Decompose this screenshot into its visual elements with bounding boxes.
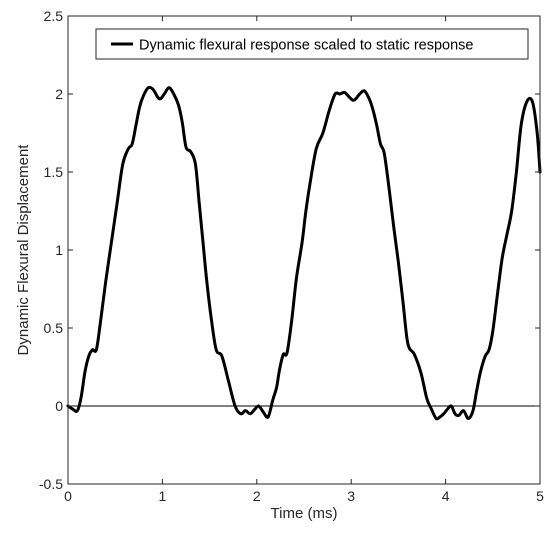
legend: Dynamic flexural response scaled to stat…: [95, 28, 529, 60]
legend-label: Dynamic flexural response scaled to stat…: [139, 38, 473, 54]
x-axis-title: Time (ms): [271, 505, 338, 522]
x-tick-label: 5: [536, 488, 544, 504]
axes-layer: 0 1 2 3 4 5-0.500.511.522.5: [39, 8, 544, 504]
x-tick-label: 3: [347, 488, 355, 504]
y-tick-label: 2: [55, 86, 63, 102]
y-tick-label: -0.5: [39, 476, 63, 492]
y-tick-label: 0.5: [44, 320, 64, 336]
y-axis-title: Dynamic Flexural Displacement: [15, 144, 32, 356]
y-tick-label: 1.5: [44, 164, 64, 180]
x-tick-label: 4: [442, 488, 450, 504]
x-tick-label: 1: [159, 488, 167, 504]
plot-layer: [66, 85, 542, 421]
x-tick-label: 0: [64, 488, 72, 504]
y-tick-label: 0: [55, 398, 63, 414]
y-tick-label: 2.5: [44, 8, 64, 24]
legend-box: [95, 28, 529, 60]
y-tick-label: 1: [55, 242, 63, 258]
x-tick-label: 2: [253, 488, 261, 504]
series-line-0: [66, 85, 542, 421]
